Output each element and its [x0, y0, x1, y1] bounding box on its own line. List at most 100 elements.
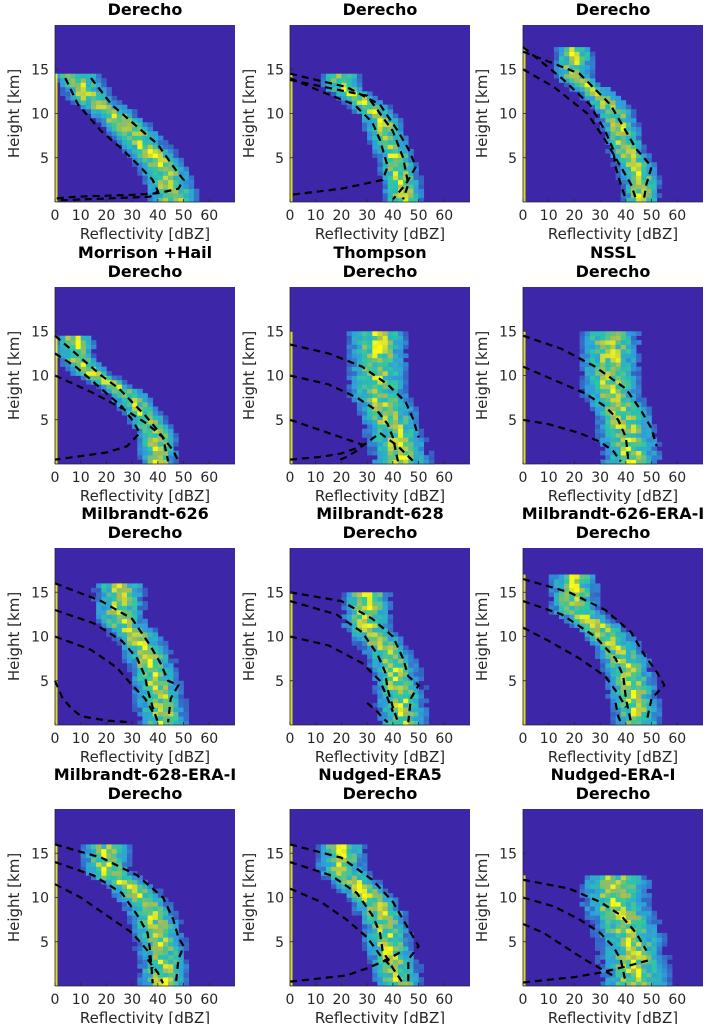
- heatmap-cell: [121, 388, 128, 394]
- heatmap-cell: [595, 937, 601, 943]
- y-tick-label: 5: [508, 151, 517, 167]
- heatmap-cell: [392, 157, 399, 163]
- heatmap-cell: [646, 685, 652, 690]
- heatmap-cell: [579, 335, 586, 341]
- heatmap-cell: [85, 353, 92, 359]
- heatmap-cell: [418, 459, 425, 465]
- heatmap-cell: [651, 179, 658, 185]
- heatmap-cell: [636, 455, 642, 460]
- heatmap-cell: [387, 193, 394, 198]
- heatmap-cell: [584, 592, 591, 598]
- heatmap-cell: [137, 915, 143, 920]
- heatmap-cell: [636, 122, 642, 128]
- heatmap-cell: [392, 645, 399, 651]
- heatmap-edge: [290, 331, 293, 464]
- heatmap-cell: [116, 104, 123, 110]
- heatmap-cell: [362, 357, 368, 363]
- heatmap-cell: [377, 605, 383, 611]
- heatmap-cell: [584, 375, 591, 381]
- heatmap-cell: [610, 140, 616, 145]
- heatmap-cell: [589, 618, 596, 624]
- heatmap-cell: [326, 871, 332, 876]
- x-tick-label: 60: [435, 470, 453, 486]
- heatmap-cell: [157, 153, 164, 159]
- heatmap-cell: [341, 623, 347, 628]
- heatmap-cell: [173, 702, 179, 708]
- heatmap-cell: [377, 627, 383, 633]
- heatmap-cell: [413, 171, 419, 176]
- heatmap-cell: [356, 73, 363, 79]
- heatmap-cell: [96, 379, 102, 385]
- heatmap-cell: [387, 126, 394, 132]
- x-tick-label: 50: [410, 731, 428, 747]
- heatmap-cell: [631, 406, 637, 412]
- heatmap-cell: [646, 406, 652, 412]
- heatmap-cell: [183, 197, 190, 203]
- heatmap-cell: [168, 166, 174, 172]
- heatmap-cell: [60, 91, 66, 97]
- heatmap-cell: [362, 884, 368, 889]
- heatmap-cell: [183, 972, 190, 978]
- heatmap-cell: [559, 605, 565, 611]
- heatmap-cell: [620, 450, 627, 456]
- heatmap-cell: [157, 166, 164, 172]
- heatmap-cell: [142, 415, 148, 421]
- heatmap-cell: [398, 162, 404, 167]
- heatmap-cell: [147, 410, 154, 416]
- heatmap-cell: [641, 419, 647, 425]
- heatmap-cell: [651, 689, 658, 695]
- heatmap-cell: [625, 353, 632, 359]
- heatmap-cell: [403, 393, 409, 398]
- heatmap-cell: [387, 135, 394, 141]
- heatmap-cell: [163, 901, 169, 907]
- heatmap-cell: [85, 100, 92, 105]
- heatmap-cell: [605, 117, 611, 123]
- heatmap-cell: [362, 104, 368, 110]
- heatmap-cell: [605, 122, 611, 128]
- heatmap-cell: [346, 388, 353, 394]
- heatmap-cell: [142, 981, 148, 987]
- heatmap-cell: [636, 968, 642, 974]
- heatmap-cell: [132, 671, 138, 677]
- heatmap-cell: [157, 410, 164, 416]
- heatmap-cell: [372, 459, 378, 465]
- heatmap-cell: [326, 848, 332, 854]
- heatmap-cell: [651, 963, 658, 969]
- heatmap-cell: [610, 406, 616, 412]
- heatmap-cell: [111, 853, 118, 859]
- heatmap-cell: [564, 78, 570, 83]
- heatmap-cell: [564, 47, 570, 52]
- heatmap-cell: [625, 109, 632, 114]
- heatmap-cell: [620, 707, 627, 713]
- heatmap-cell: [168, 157, 174, 163]
- contour-line: [54, 352, 142, 461]
- heatmap-cell: [331, 879, 337, 885]
- heatmap-cell: [574, 610, 580, 615]
- heatmap-cell: [387, 415, 394, 421]
- heatmap-cell: [372, 636, 378, 642]
- heatmap-cell: [163, 919, 169, 925]
- heatmap-cell: [362, 428, 368, 434]
- heatmap-cell: [600, 618, 606, 624]
- heatmap-cell: [372, 335, 378, 341]
- heatmap-cell: [625, 680, 632, 686]
- heatmap-cell: [636, 698, 642, 704]
- heatmap-cell: [173, 915, 179, 920]
- heatmap-cell: [625, 716, 632, 721]
- heatmap-cell: [398, 963, 404, 969]
- heatmap-cell: [142, 587, 148, 593]
- heatmap-cell: [320, 875, 327, 881]
- heatmap-cell: [80, 73, 87, 79]
- heatmap-cell: [116, 853, 123, 859]
- x-tick-label: 20: [566, 992, 584, 1008]
- heatmap-cell: [569, 82, 575, 88]
- heatmap-cell: [398, 924, 404, 929]
- heatmap-cell: [178, 959, 184, 965]
- heatmap-cell: [392, 689, 399, 695]
- heatmap-cell: [341, 95, 347, 101]
- heatmap-cell: [625, 720, 632, 726]
- heatmap-cell: [600, 353, 606, 359]
- heatmap-cell: [646, 932, 652, 938]
- x-tick-label: 50: [175, 992, 193, 1008]
- heatmap-cell: [641, 175, 647, 181]
